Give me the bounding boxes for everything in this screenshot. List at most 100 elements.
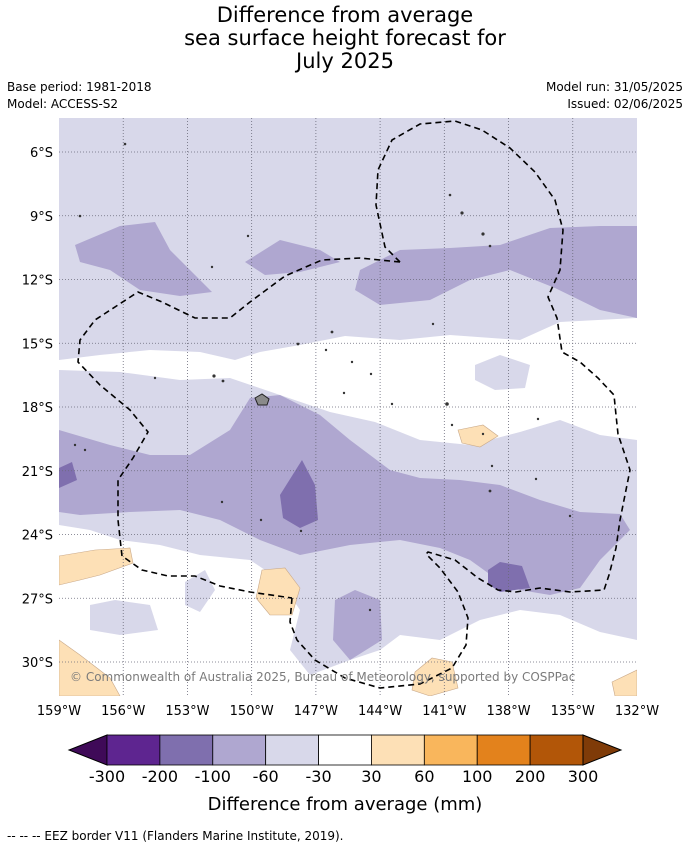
island-24: [534, 477, 538, 481]
y-tick-label: 9°S: [30, 210, 53, 225]
y-tick-label: 24°S: [22, 529, 53, 544]
island-1: [254, 393, 270, 406]
anomaly-region-light-small-2: [185, 570, 215, 612]
colorbar-segment: [212, 734, 267, 766]
anomaly-region-positive-6: [611, 669, 637, 696]
island-16: [221, 379, 225, 383]
title-line-3: July 2025: [296, 49, 394, 73]
colorbar-segment: [529, 734, 584, 766]
island-8: [246, 234, 250, 238]
island-31: [568, 514, 572, 518]
island-6: [488, 244, 492, 248]
anomaly-region-medium-south-2: [333, 590, 382, 660]
anomaly-region-positive-2: [255, 567, 301, 616]
y-tick-label: 27°S: [22, 592, 53, 607]
anomaly-region-light-small-3: [475, 355, 530, 390]
island-21: [481, 432, 485, 436]
colorbar-tick-label: -60: [253, 767, 279, 786]
y-tick-label: 15°S: [22, 337, 53, 352]
island-23: [488, 489, 492, 493]
colorbar-segment: [423, 734, 478, 766]
base-period: Base period: 1981-2018: [7, 80, 152, 94]
x-tick-label: 156°W: [101, 704, 145, 719]
legend-title: Difference from average (mm): [208, 794, 483, 815]
island-9: [210, 265, 214, 269]
colorbar-segment: [265, 734, 319, 766]
island-33: [153, 376, 157, 380]
anomaly-region-medium-northeast: [355, 226, 637, 318]
anomaly-region-positive-1: [59, 547, 134, 586]
island-15: [212, 374, 216, 378]
colorbar-tick-label: -30: [305, 767, 331, 786]
colorbar-segment: [476, 734, 531, 766]
colorbar-tick-label: 30: [361, 767, 381, 786]
island-13: [350, 360, 354, 364]
title-line-2: sea surface height forecast for: [184, 26, 506, 50]
x-tick-label: 147°W: [294, 704, 338, 719]
x-tick-label: 138°W: [486, 704, 530, 719]
colorbar: [67, 734, 623, 766]
y-tick-label: 18°S: [22, 401, 53, 416]
x-axis-ticks: 159°W 156°W 153°W 150°W 147°W 144°W 141°W 138°W…: [37, 704, 659, 719]
eez-border-north: [375, 120, 631, 593]
island-11: [296, 342, 300, 346]
eez-borders: [77, 120, 631, 689]
eez-border-south: [289, 553, 469, 689]
copyright-credit: © Commonwealth of Australia 2025, Bureau…: [70, 670, 575, 684]
eez-border-main: [77, 257, 401, 599]
island-26: [73, 443, 77, 447]
model-run: Model run: 31/05/2025: [545, 80, 683, 94]
colorbar-tick-label: 100: [462, 767, 493, 786]
anomaly-region-dark-2: [59, 462, 77, 488]
colorbar-segment: [371, 734, 425, 766]
anomaly-region-medium-north: [75, 222, 212, 296]
colorbar-tick-label: -100: [195, 767, 231, 786]
y-axis-ticks: 6°S 9°S 12°S 15°S 18°S 21°S 24°S 27°S 30°S: [22, 146, 53, 671]
chart-title: Difference from average sea surface heig…: [0, 4, 690, 73]
island-32: [368, 608, 372, 612]
island-34: [431, 322, 435, 326]
x-tick-label: 132°W: [615, 704, 659, 719]
issued-date: Issued: 02/06/2025: [567, 97, 683, 111]
island-7: [448, 193, 452, 197]
colorbar-segment: [159, 734, 214, 766]
map-gridlines: [59, 118, 637, 696]
island-3: [78, 214, 82, 218]
island-18: [450, 423, 454, 427]
x-tick-label: 150°W: [230, 704, 274, 719]
meta-left: Base period: 1981-2018 Model: ACCESS-S2: [7, 79, 152, 113]
x-tick-label: 144°W: [358, 704, 402, 719]
island-19: [342, 391, 346, 395]
island-14: [369, 372, 373, 376]
model-name: Model: ACCESS-S2: [7, 97, 119, 111]
x-tick-label: 159°W: [37, 704, 81, 719]
anomaly-region-dark-3: [488, 562, 530, 592]
island-20: [390, 402, 394, 406]
anomaly-region-medium-north-2: [245, 240, 340, 275]
island-17: [445, 402, 449, 406]
colorbar-arrow-low: [67, 734, 108, 766]
island-22: [490, 464, 494, 468]
anomaly-region-positive-3: [457, 424, 499, 448]
anomaly-region-positive-4: [59, 639, 121, 696]
x-tick-label: 141°W: [422, 704, 466, 719]
title-line-1: Difference from average: [216, 3, 474, 27]
island-28: [220, 500, 224, 504]
anomaly-region-light-north: [59, 118, 637, 360]
y-tick-label: 12°S: [22, 274, 53, 289]
colorbar-segment: [318, 734, 372, 766]
x-tick-label: 135°W: [551, 704, 595, 719]
colorbar-tick-label: 200: [515, 767, 546, 786]
island-30: [299, 529, 303, 533]
island-12: [324, 348, 328, 352]
anomaly-region-medium-south: [59, 395, 630, 595]
island-5: [481, 232, 485, 236]
eez-footnote: -- -- -- EEZ border V11 (Flanders Marine…: [7, 829, 344, 843]
colorbar-segment: [106, 734, 161, 766]
island-10: [330, 330, 334, 334]
colorbar-tick-label: -200: [142, 767, 178, 786]
anomaly-fields: [59, 118, 637, 696]
y-tick-label: 21°S: [22, 465, 53, 480]
island-4: [460, 211, 464, 215]
colorbar-ticks: -300 -200 -100 -60 -30 30 60 100 200 300: [89, 767, 598, 786]
